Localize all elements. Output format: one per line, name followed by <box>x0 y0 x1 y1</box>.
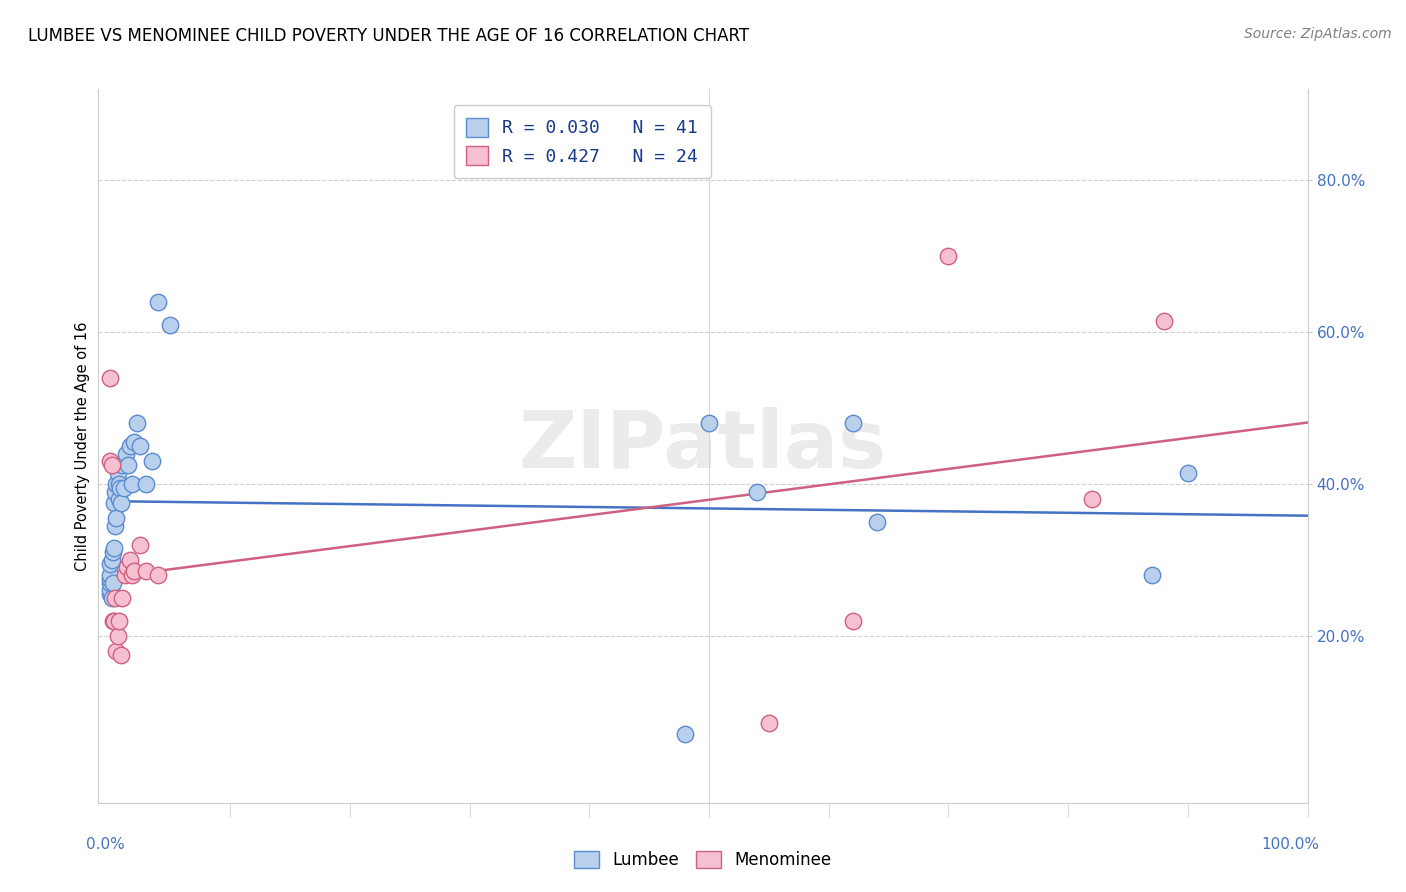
Point <box>115 560 138 574</box>
Point <box>673 727 696 741</box>
Text: Source: ZipAtlas.com: Source: ZipAtlas.com <box>1244 27 1392 41</box>
Point <box>101 545 124 559</box>
Point <box>100 591 122 605</box>
Point <box>1153 314 1175 328</box>
Point <box>115 447 138 461</box>
Point <box>105 511 128 525</box>
Point <box>124 564 146 578</box>
Point <box>125 416 148 430</box>
Point <box>141 454 163 468</box>
Point <box>148 568 170 582</box>
Point <box>100 553 122 567</box>
Point <box>124 435 146 450</box>
Point <box>110 496 132 510</box>
Point <box>105 644 128 658</box>
Point <box>938 249 960 263</box>
Text: 0.0%: 0.0% <box>86 838 125 852</box>
Point <box>104 484 127 499</box>
Point <box>100 568 122 582</box>
Point <box>100 370 122 384</box>
Point <box>103 496 125 510</box>
Point <box>111 591 134 605</box>
Point <box>697 416 720 430</box>
Point <box>841 614 863 628</box>
Point <box>129 439 152 453</box>
Point <box>121 568 143 582</box>
Legend: Lumbee, Menominee: Lumbee, Menominee <box>564 841 842 880</box>
Point <box>100 575 122 590</box>
Point <box>135 477 157 491</box>
Legend: R = 0.030   N = 41, R = 0.427   N = 24: R = 0.030 N = 41, R = 0.427 N = 24 <box>454 105 710 178</box>
Point <box>103 614 125 628</box>
Point <box>1140 568 1163 582</box>
Point <box>107 477 129 491</box>
Point <box>104 591 127 605</box>
Point <box>1081 492 1104 507</box>
Point <box>745 484 768 499</box>
Point <box>118 439 141 453</box>
Point <box>129 538 152 552</box>
Text: LUMBEE VS MENOMINEE CHILD POVERTY UNDER THE AGE OF 16 CORRELATION CHART: LUMBEE VS MENOMINEE CHILD POVERTY UNDER … <box>28 27 749 45</box>
Point <box>100 458 122 472</box>
Point <box>107 466 129 480</box>
Point <box>148 294 170 309</box>
Point <box>114 568 136 582</box>
Point <box>841 416 863 430</box>
Point <box>101 614 124 628</box>
Point <box>117 458 139 472</box>
Point <box>100 583 122 598</box>
Point <box>100 557 122 571</box>
Y-axis label: Child Poverty Under the Age of 16: Child Poverty Under the Age of 16 <box>75 321 90 571</box>
Point <box>100 587 122 601</box>
Point <box>108 481 131 495</box>
Point <box>100 454 122 468</box>
Point <box>159 318 181 332</box>
Point <box>107 614 129 628</box>
Point <box>865 515 887 529</box>
Point <box>758 716 780 731</box>
Point <box>135 564 157 578</box>
Text: ZIPatlas: ZIPatlas <box>519 407 887 485</box>
Text: 100.0%: 100.0% <box>1261 838 1320 852</box>
Point <box>121 477 143 491</box>
Point <box>112 481 135 495</box>
Point <box>104 518 127 533</box>
Point <box>105 477 128 491</box>
Point <box>110 648 132 662</box>
Point <box>107 629 129 643</box>
Point <box>1177 466 1199 480</box>
Point <box>107 492 129 507</box>
Point <box>111 458 134 472</box>
Point <box>100 572 122 586</box>
Point <box>101 575 124 590</box>
Point <box>103 541 125 556</box>
Point <box>118 553 141 567</box>
